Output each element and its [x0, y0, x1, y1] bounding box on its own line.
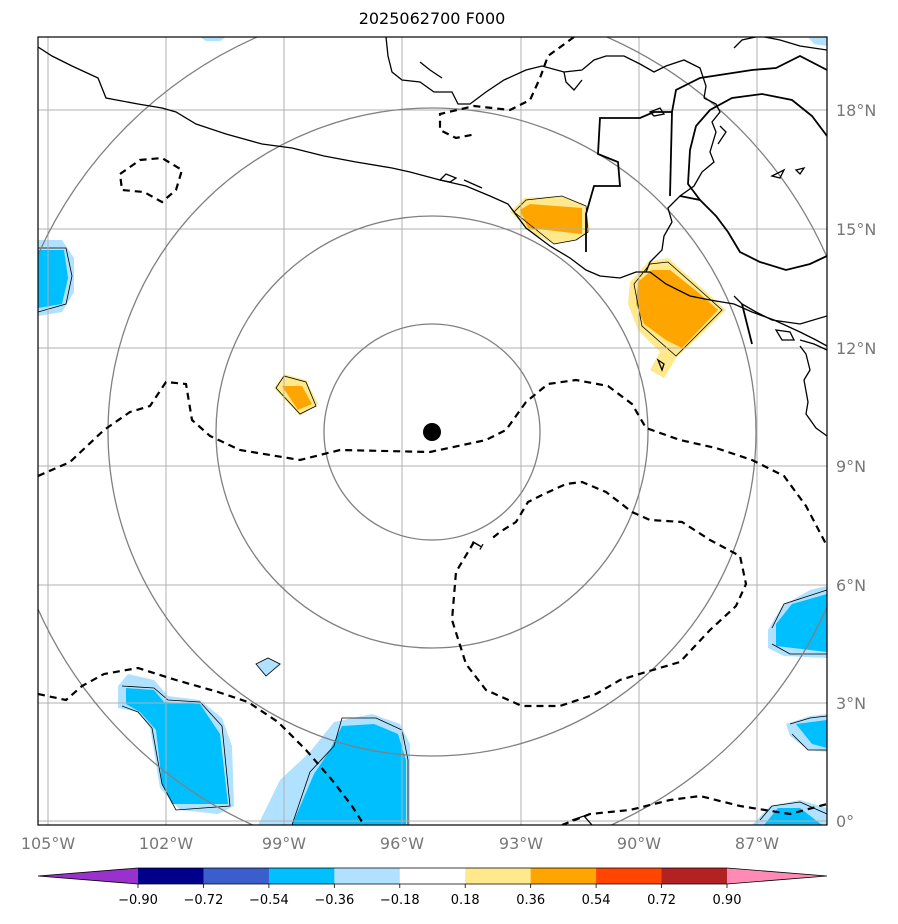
- colorbar-tick-label: 0.36: [516, 893, 545, 908]
- colorbar-segment: [203, 868, 270, 884]
- lat-label: 3°N: [836, 694, 866, 713]
- lon-label: 96°W: [380, 834, 424, 853]
- colorbar-tick-label: −0.18: [380, 893, 420, 908]
- colorbar-segment: [661, 868, 728, 884]
- colorbar-segment: [399, 868, 466, 884]
- lat-label: 12°N: [836, 339, 876, 358]
- colorbar-tick-label: −0.36: [314, 893, 354, 908]
- colorbar-segment: [596, 868, 663, 884]
- lon-label: 93°W: [499, 834, 543, 853]
- lat-label: 15°N: [836, 220, 876, 239]
- lon-label: 99°W: [262, 834, 306, 853]
- colorbar: −0.90 −0.72 −0.54 −0.36 −0.18 0.18 0.36 0.54 0.7…: [37, 867, 828, 908]
- colorbar-tick-label: 0.90: [713, 893, 742, 908]
- contour-label: 1: [467, 536, 487, 553]
- lat-label: 6°N: [836, 576, 866, 595]
- coastlines: [38, 37, 827, 825]
- map-area: 1: [38, 37, 827, 825]
- colorbar-tick-label: 0.54: [582, 893, 611, 908]
- colorbar-segment: [530, 868, 597, 884]
- colorbar-tick-label: −0.90: [118, 893, 158, 908]
- colorbar-segment: [268, 868, 335, 884]
- storm-center-marker: [423, 423, 441, 441]
- colorbar-segment: [138, 868, 204, 884]
- field-outlines: [38, 195, 827, 825]
- colorbar-tick-label: −0.54: [249, 893, 289, 908]
- lon-label: 87°W: [735, 834, 779, 853]
- lat-label: 0°: [836, 812, 854, 831]
- colorbar-tick-label: 0.18: [451, 893, 480, 908]
- colorbar-tick-label: −0.72: [184, 893, 224, 908]
- lon-label: 90°W: [617, 834, 661, 853]
- colorbar-segment: [465, 868, 532, 884]
- range-rings: [38, 37, 827, 825]
- colorbar-segment: [727, 868, 827, 884]
- colorbar-tick-label: 0.72: [647, 893, 676, 908]
- latitude-labels: 18°N 15°N 12°N 9°N 6°N 3°N 0°: [836, 101, 876, 831]
- lat-label: 18°N: [836, 101, 876, 120]
- colorbar-segment: [334, 868, 401, 884]
- lat-label: 9°N: [836, 457, 866, 476]
- country-borders: [585, 54, 827, 345]
- dashed-contours: [38, 37, 827, 825]
- colorbar-segment: [38, 868, 138, 884]
- map-title: 2025062700 F000: [358, 9, 506, 28]
- lon-label: 102°W: [139, 834, 194, 853]
- map-frame: [37, 36, 828, 826]
- lon-label: 105°W: [21, 834, 76, 853]
- longitude-labels: 105°W 102°W 99°W 96°W 93°W 90°W 87°W: [21, 834, 779, 853]
